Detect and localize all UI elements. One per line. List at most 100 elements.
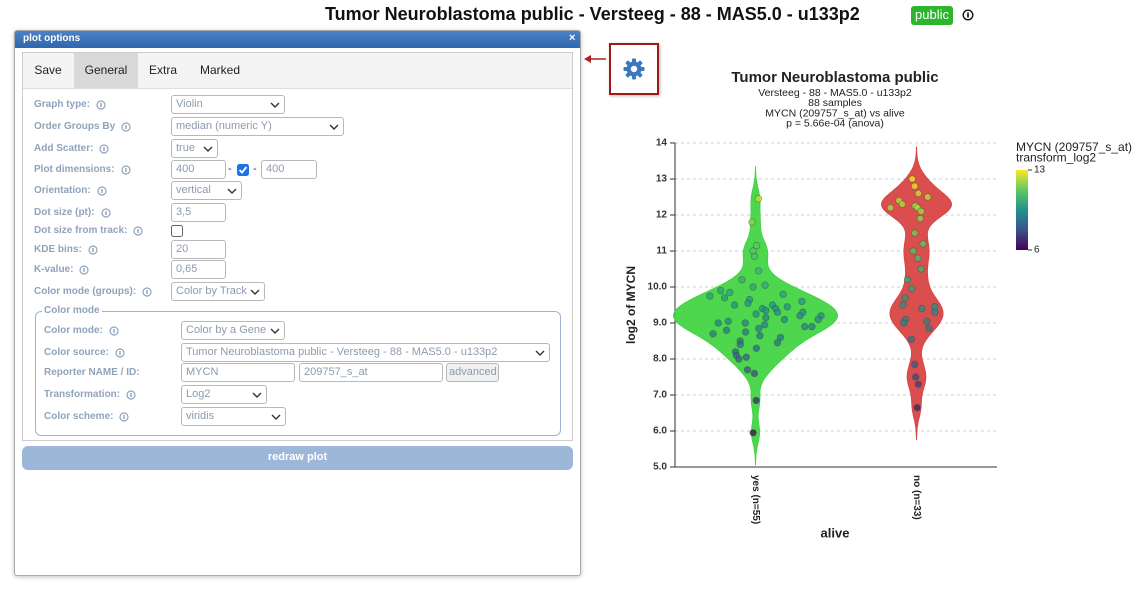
- checkbox[interactable]: [171, 225, 183, 237]
- input[interactable]: 400: [261, 160, 317, 179]
- button[interactable]: advanced: [446, 363, 499, 382]
- info-icon[interactable]: [120, 165, 131, 175]
- input[interactable]: 20: [171, 240, 226, 259]
- colorbar-title: transform_log2: [1016, 151, 1096, 165]
- point: [773, 339, 782, 347]
- point: [709, 330, 717, 338]
- input[interactable]: 209757_s_at: [299, 363, 443, 382]
- point: [754, 267, 763, 275]
- info-icon[interactable]: [119, 412, 130, 422]
- info-icon[interactable]: [100, 208, 111, 218]
- point: [924, 193, 932, 201]
- point: [750, 369, 759, 378]
- y-axis-label: log2 of MYCN: [624, 266, 638, 344]
- point: [744, 299, 752, 307]
- field-label: Color source:: [44, 347, 110, 358]
- chevron: [271, 414, 281, 420]
- x-axis-label: alive: [821, 525, 850, 540]
- chart-subtitle: p = 5.66e-04 (anova): [786, 118, 884, 130]
- checkbox[interactable]: [237, 164, 249, 176]
- field-label: Add Scatter:: [34, 143, 94, 154]
- info-icon[interactable]: [99, 144, 110, 154]
- info-icon[interactable]: [962, 9, 974, 21]
- point: [748, 218, 756, 226]
- close-button[interactable]: ×: [569, 32, 576, 44]
- y-tick-label: 9.0: [653, 318, 667, 329]
- tab[interactable]: General: [74, 53, 138, 88]
- point: [738, 276, 746, 284]
- y-tick-label: 5.0: [653, 462, 667, 473]
- icon-circle: [121, 122, 131, 132]
- info-icon[interactable]: [115, 348, 125, 358]
- separator: -: [228, 163, 232, 175]
- violin: [880, 146, 953, 441]
- point: [736, 340, 744, 349]
- point: [752, 241, 761, 250]
- select[interactable]: Violin: [171, 95, 285, 114]
- select[interactable]: Color by a Gene: [181, 321, 285, 340]
- point: [914, 254, 922, 262]
- select[interactable]: true: [171, 139, 218, 158]
- info-icon[interactable]: [96, 100, 106, 110]
- point: [913, 403, 921, 412]
- info-icon[interactable]: [126, 390, 136, 400]
- point: [752, 310, 760, 318]
- icon-circle: [126, 390, 136, 400]
- icon-circle: [109, 326, 119, 336]
- select[interactable]: Tumor Neuroblastoma public - Versteeg - …: [181, 343, 550, 362]
- point: [720, 294, 729, 302]
- input[interactable]: 0,65: [171, 260, 226, 279]
- tab[interactable]: Marked: [199, 63, 240, 77]
- input[interactable]: 400: [171, 160, 226, 179]
- select[interactable]: Log2: [181, 385, 267, 404]
- info-icon[interactable]: [97, 186, 107, 196]
- badge: public: [911, 6, 953, 25]
- tab[interactable]: Extra: [148, 63, 177, 77]
- settings-button[interactable]: [609, 43, 659, 95]
- point: [801, 322, 809, 331]
- icon-circle: [142, 287, 152, 297]
- point: [755, 324, 763, 333]
- select[interactable]: viridis: [181, 407, 286, 426]
- select[interactable]: vertical: [171, 181, 242, 200]
- point: [923, 317, 931, 325]
- info-icon[interactable]: [133, 226, 143, 236]
- field-label: Color mode:: [44, 325, 103, 336]
- point: [773, 308, 782, 316]
- select[interactable]: Color by Track: [171, 282, 265, 301]
- point: [741, 319, 749, 327]
- redraw-button[interactable]: redraw plot: [22, 446, 573, 470]
- point: [762, 306, 770, 315]
- point: [742, 353, 750, 361]
- y-tick-label: 12: [656, 210, 668, 221]
- info-icon[interactable]: [109, 326, 119, 336]
- input[interactable]: 3,5: [171, 203, 226, 222]
- point: [910, 182, 919, 190]
- point: [914, 189, 923, 198]
- field-label: Dot size (pt):: [34, 207, 95, 218]
- point: [917, 207, 925, 216]
- chevron-path: [329, 124, 339, 130]
- colorbar-title: MYCN (209757_s_at): [1016, 140, 1132, 154]
- info-icon[interactable]: [79, 265, 90, 275]
- info-icon[interactable]: [88, 245, 98, 255]
- chevron: [329, 124, 339, 130]
- header: Tumor Neuroblastoma public - Versteeg - …: [0, 2, 1140, 28]
- panel-title: plot options: [23, 33, 81, 44]
- tab[interactable]: Save: [34, 63, 62, 77]
- info-icon[interactable]: [121, 122, 131, 132]
- point: [914, 380, 922, 388]
- chevron: [250, 289, 260, 295]
- field-label: KDE bins:: [34, 244, 82, 255]
- chevron: [227, 188, 237, 194]
- point: [886, 204, 895, 212]
- point: [796, 312, 804, 320]
- input[interactable]: MYCN: [181, 363, 295, 382]
- chart-subtitle: Versteeg - 88 - MAS5.0 - u133p2: [758, 87, 912, 99]
- chart-subtitle: MYCN (209757_s_at) vs alive: [765, 107, 905, 119]
- point: [931, 308, 939, 316]
- icon-circle: [115, 348, 125, 358]
- point: [717, 286, 725, 295]
- info-icon[interactable]: [142, 287, 152, 297]
- select[interactable]: median (numeric Y): [171, 117, 344, 136]
